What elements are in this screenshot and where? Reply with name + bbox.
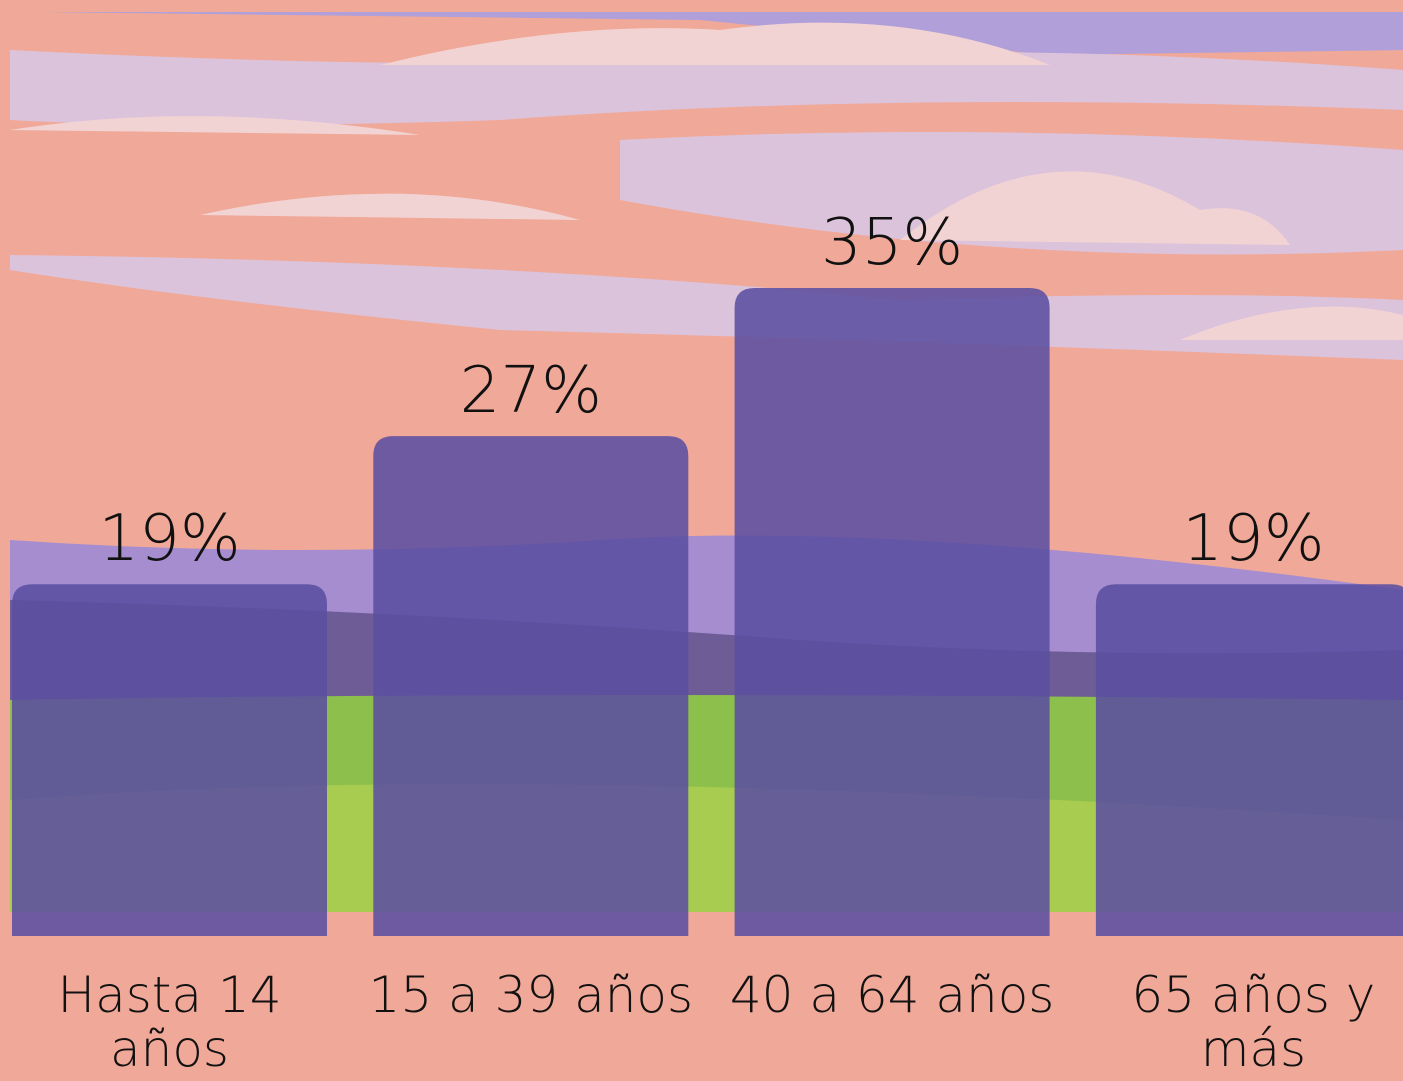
bar — [373, 436, 689, 936]
x-tick-label: 15 a 39 años — [368, 966, 694, 1024]
value-label: 19% — [1182, 502, 1324, 576]
value-label: 19% — [98, 502, 240, 576]
x-tick-label: Hasta 14 años — [57, 966, 282, 1078]
bar — [1095, 584, 1403, 936]
value-label: 27% — [460, 354, 602, 428]
bar — [734, 288, 1050, 936]
x-tick-label: 40 a 64 años — [729, 966, 1055, 1024]
x-tick-label: 65 años y más — [1131, 966, 1376, 1078]
value-label: 35% — [821, 206, 963, 280]
bar — [12, 584, 327, 936]
